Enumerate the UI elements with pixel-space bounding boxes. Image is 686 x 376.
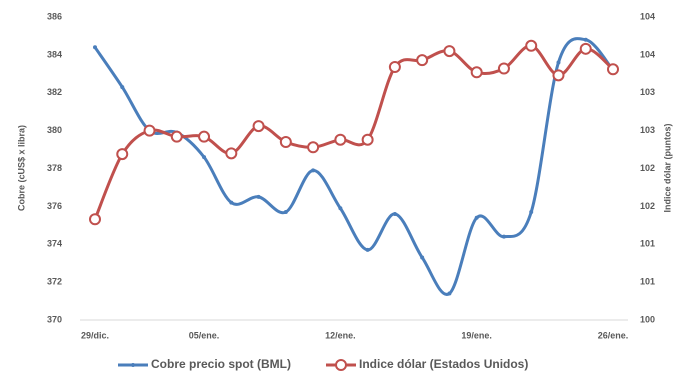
point xyxy=(388,60,401,73)
point xyxy=(252,120,265,133)
x-tick-label: 12/ene. xyxy=(325,330,356,340)
y-tick-label: 374 xyxy=(47,239,62,249)
point xyxy=(497,62,510,75)
legend-label: Cobre precio spot (BML) xyxy=(151,357,291,371)
point xyxy=(283,210,288,215)
point xyxy=(311,168,316,173)
point xyxy=(443,45,456,58)
legend-marker xyxy=(335,359,347,371)
y2-tick-label: 100 xyxy=(640,314,655,324)
y2-tick-label: 104 xyxy=(640,11,655,21)
point xyxy=(170,130,183,143)
y2-tick-label: 103 xyxy=(640,125,655,135)
y2-axis-title: Indice dólar (puntos) xyxy=(662,123,672,212)
point xyxy=(474,215,479,220)
y-axis-title: Cobre (cUS$ x libra) xyxy=(16,125,26,211)
point xyxy=(365,247,370,252)
y-tick-label: 376 xyxy=(47,201,62,211)
point xyxy=(89,213,101,226)
legend-label: Indice dólar (Estados Unidos) xyxy=(359,357,528,371)
point xyxy=(525,39,538,52)
point xyxy=(392,211,397,216)
point xyxy=(552,69,565,82)
series-line xyxy=(93,37,615,296)
y-tick-label: 386 xyxy=(47,11,62,21)
point xyxy=(93,45,97,50)
point xyxy=(529,210,534,215)
point xyxy=(579,42,592,55)
point xyxy=(361,133,374,146)
point xyxy=(116,148,129,161)
y-tick-label: 382 xyxy=(47,87,62,97)
point xyxy=(447,291,452,296)
point xyxy=(225,147,238,160)
point xyxy=(556,60,561,65)
point xyxy=(607,63,619,76)
point xyxy=(416,54,429,67)
y2-tick-label: 104 xyxy=(640,49,655,59)
y-tick-label: 372 xyxy=(47,277,62,287)
point xyxy=(420,255,425,260)
point xyxy=(256,194,261,199)
x-tick-label: 29/dic. xyxy=(81,330,109,340)
y-tick-label: 384 xyxy=(47,49,62,59)
point xyxy=(120,85,125,90)
y2-tick-label: 103 xyxy=(640,87,655,97)
y-tick-label: 370 xyxy=(47,314,62,324)
point xyxy=(501,234,506,239)
legend-marker xyxy=(131,363,135,367)
x-tick-label: 05/ene. xyxy=(189,330,220,340)
point xyxy=(334,133,347,146)
point xyxy=(198,130,211,143)
point xyxy=(202,155,207,160)
y2-tick-label: 102 xyxy=(640,201,655,211)
point xyxy=(470,66,483,79)
y2-tick-label: 101 xyxy=(640,239,655,249)
point xyxy=(307,141,320,154)
point xyxy=(338,206,343,211)
x-tick-label: 19/ene. xyxy=(461,330,492,340)
y-tick-label: 378 xyxy=(47,163,62,173)
x-tick-label: 26/ene. xyxy=(598,330,629,340)
y2-tick-label: 101 xyxy=(640,277,655,287)
y-tick-label: 380 xyxy=(47,125,62,135)
point xyxy=(143,124,156,137)
point xyxy=(279,135,292,148)
point xyxy=(583,37,588,42)
y2-tick-label: 102 xyxy=(640,163,655,173)
point xyxy=(229,200,234,205)
